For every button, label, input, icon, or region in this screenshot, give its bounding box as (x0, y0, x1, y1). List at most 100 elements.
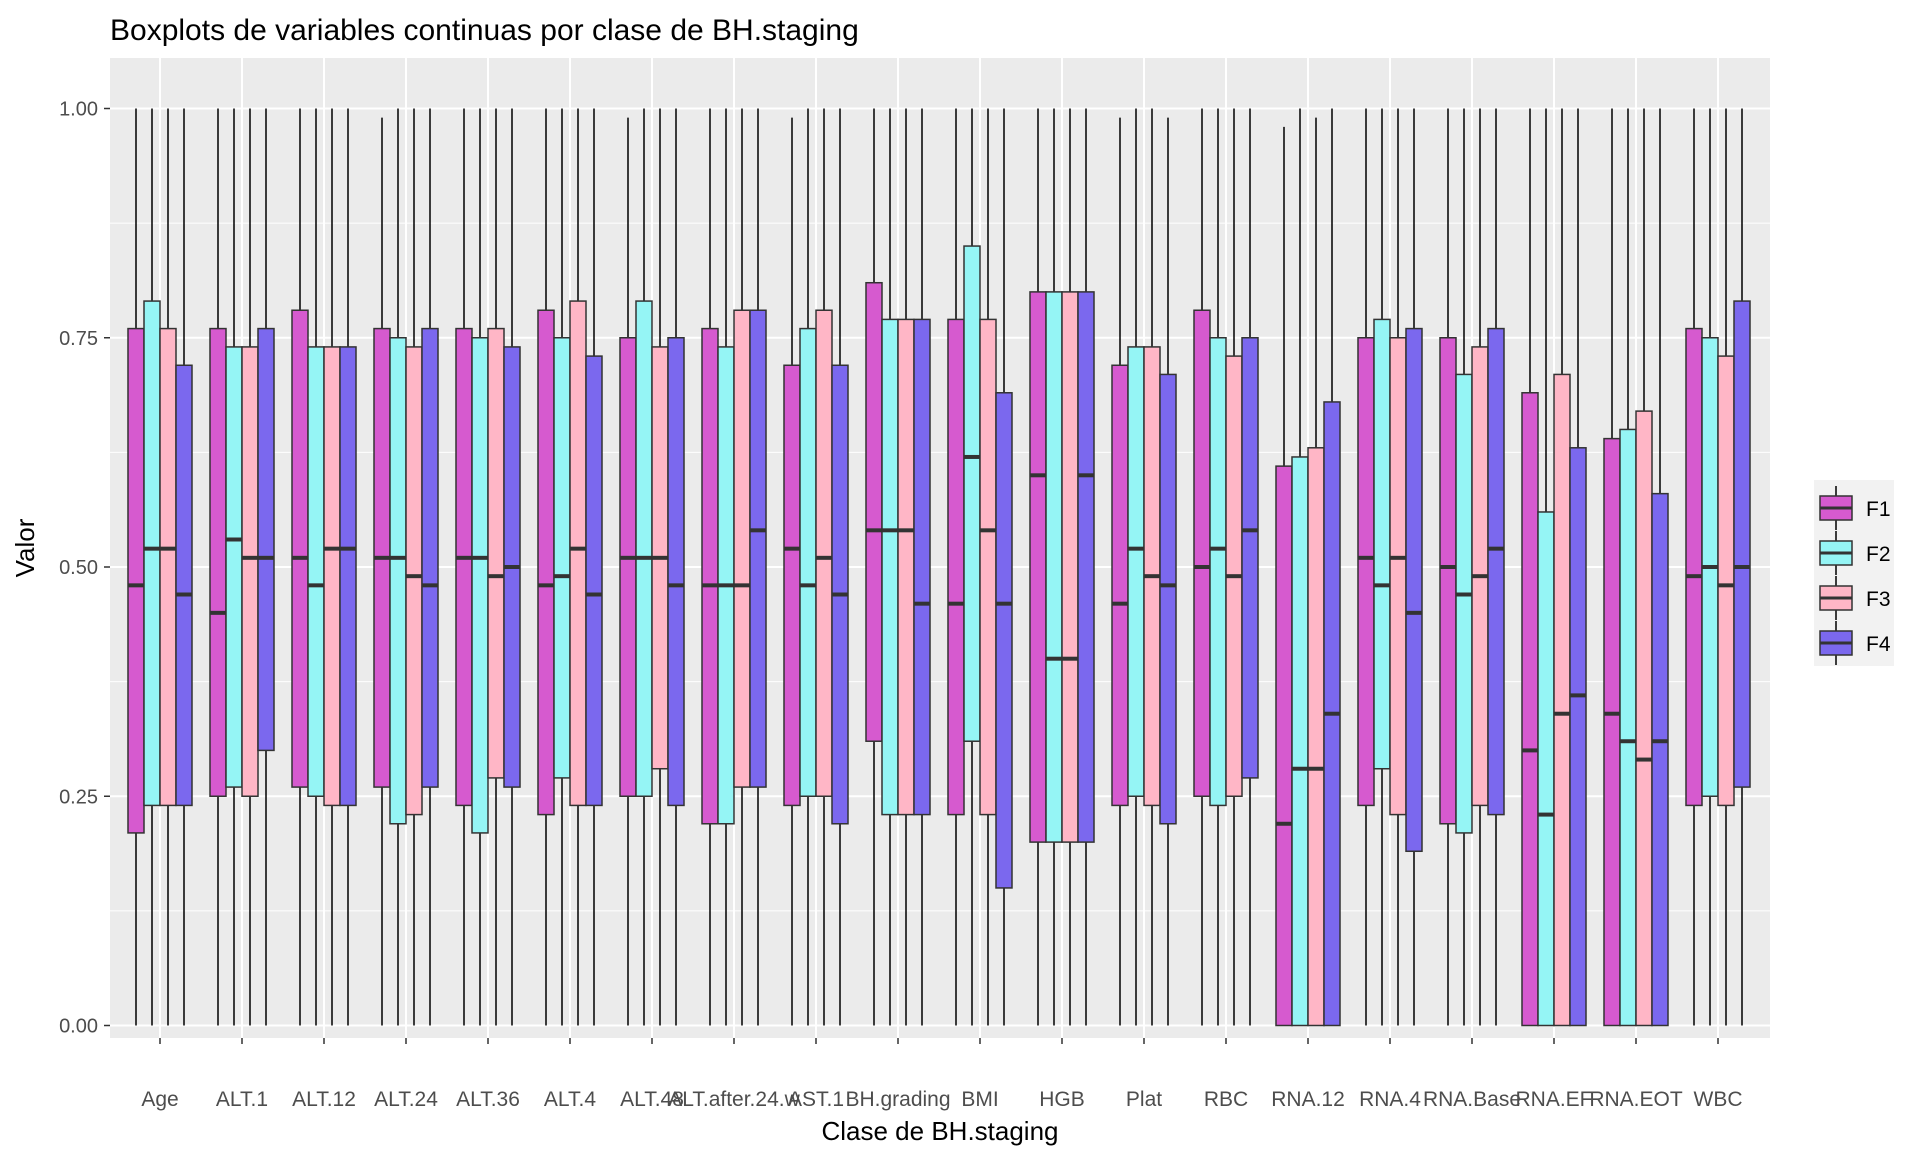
box-body (339, 346, 357, 807)
box-F4-ALT.after.24.w (749, 108, 767, 1026)
box-body (421, 327, 439, 788)
box-body (1569, 447, 1587, 1027)
box-body (815, 309, 833, 797)
legend: F1 F2 F3 F4 (1814, 480, 1894, 666)
x-tick-label: Age (141, 1088, 178, 1111)
box-body (257, 327, 275, 752)
box-body (175, 364, 193, 807)
box-F2-RNA.Base (1455, 108, 1473, 1026)
box-F2-RBC (1209, 108, 1227, 1026)
box-body (1717, 355, 1735, 807)
x-tick-label: ALT.48 (620, 1088, 684, 1111)
x-tick-label: BH.grading (845, 1088, 950, 1111)
x-tick-label: BMI (961, 1088, 998, 1111)
plot-panel (110, 58, 1770, 1038)
y-tick-label: 0.50 (59, 557, 98, 579)
box-body (291, 309, 309, 788)
box-F4-ALT.36 (503, 108, 521, 1026)
box-F4-RNA.12 (1323, 108, 1341, 1027)
box-body (1241, 337, 1259, 779)
box-body (1389, 337, 1407, 816)
box-body (1307, 447, 1325, 1027)
box-body (569, 300, 587, 807)
x-tick-label: WBC (1694, 1088, 1743, 1111)
box-F1-RNA.4 (1357, 108, 1375, 1026)
box-body (1357, 337, 1375, 807)
box-body (1553, 373, 1571, 1027)
x-tick-label: RNA.EOT (1589, 1088, 1683, 1111)
box-F4-Plat (1159, 117, 1177, 1026)
box-body (1685, 327, 1703, 807)
box-body (241, 346, 259, 797)
box-body (1521, 392, 1539, 1027)
box-body (323, 346, 341, 807)
box-body (963, 245, 981, 742)
box-body (947, 318, 965, 816)
y-axis-label: Valor (10, 518, 40, 577)
box-F3-RNA.EOT (1635, 108, 1653, 1027)
box-F4-RNA.4 (1405, 108, 1423, 1026)
box-body (1159, 373, 1177, 825)
box-body (1029, 291, 1047, 843)
box-F4-BMI (995, 108, 1013, 1026)
x-axis-label: Clase de BH.staging (821, 1116, 1058, 1146)
box-body (209, 327, 227, 797)
legend-label: F1 (1866, 498, 1891, 521)
x-tick-label: ALT.12 (292, 1088, 356, 1111)
x-tick-label: HGB (1039, 1088, 1085, 1111)
x-axis: Age ALT.1 ALT.12 ALT.24 ALT.36 ALT.4 ALT.48ALT… (141, 1038, 1743, 1111)
box-F3-RNA.4 (1389, 108, 1407, 1026)
x-tick-label: RNA.12 (1271, 1088, 1345, 1111)
box-F2-HGB (1045, 108, 1063, 1026)
box-F4-ALT.48 (667, 108, 685, 1026)
box-body (1275, 465, 1293, 1027)
legend-label: F3 (1866, 588, 1891, 611)
y-tick-label: 0.75 (59, 328, 98, 350)
box-F3-ALT.36 (487, 108, 505, 1026)
boxes-layer (127, 108, 1751, 1027)
box-F4-RNA.EF (1569, 108, 1587, 1027)
box-body (749, 309, 767, 788)
box-F2-RNA.EOT (1619, 108, 1637, 1027)
box-body (1487, 327, 1505, 816)
legend-item-F1: F1 (1819, 486, 1891, 530)
x-tick-label: RNA.4 (1359, 1088, 1421, 1111)
box-F3-ALT.1 (241, 108, 259, 1026)
box-F1-RNA.Base (1439, 108, 1457, 1026)
box-F2-ALT.36 (471, 108, 489, 1026)
x-tick-label: ALT.4 (544, 1088, 596, 1111)
box-F3-HGB (1061, 108, 1079, 1026)
box-body (701, 327, 719, 825)
y-tick-label: 0.25 (59, 786, 98, 808)
box-body (1127, 346, 1145, 797)
box-F4-AST.1 (831, 108, 849, 1026)
box-F4-ALT.24 (421, 108, 439, 1026)
box-body (865, 281, 883, 742)
box-body (1193, 309, 1211, 797)
box-body (225, 346, 243, 788)
box-body (1455, 373, 1473, 834)
box-body (897, 318, 915, 816)
box-F3-WBC (1717, 108, 1735, 1026)
box-body (881, 318, 899, 816)
box-body (619, 337, 637, 797)
box-body (1619, 428, 1637, 1027)
legend-item-F3: F3 (1819, 576, 1891, 620)
legend-label: F2 (1866, 543, 1891, 566)
box-body (553, 337, 571, 779)
y-tick-label: 0.00 (59, 1016, 98, 1038)
box-body (1651, 492, 1669, 1027)
x-tick-label: ALT.after.24.w (668, 1088, 800, 1111)
box-F4-HGB (1077, 108, 1095, 1026)
box-body (487, 327, 505, 779)
box-body (1077, 291, 1095, 843)
box-body (1635, 410, 1653, 1027)
box-body (799, 327, 817, 797)
box-body (1111, 364, 1129, 807)
box-body (995, 392, 1013, 889)
x-tick-label: RBC (1204, 1088, 1248, 1111)
box-body (1603, 437, 1621, 1027)
box-body (1405, 327, 1423, 853)
box-body (1537, 511, 1555, 1027)
